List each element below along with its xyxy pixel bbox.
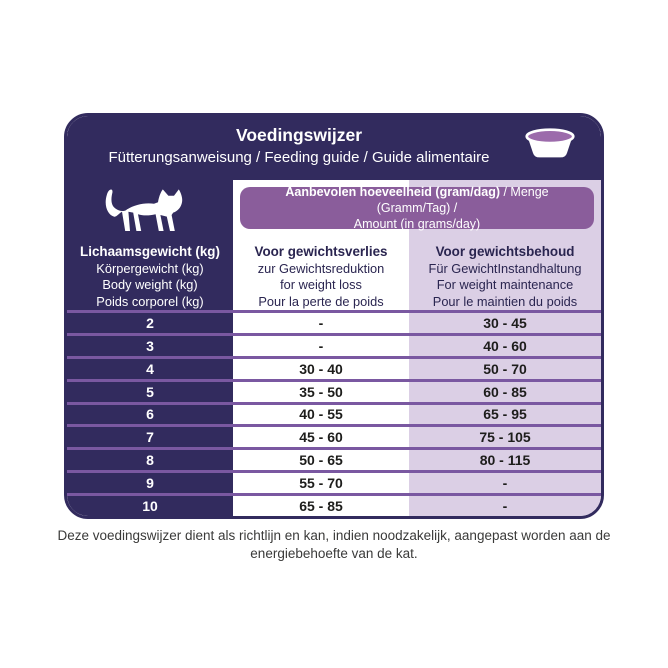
page-subtitle: Fütterungsanweisung / Feeding guide / Gu… [108,149,490,166]
weight-cell: 3 [67,332,233,356]
maintenance-cell: 75 - 105 [409,424,601,448]
maintenance-cell: 60 - 85 [409,378,601,402]
weight-cell: 10 [67,493,233,516]
loss-cell: - [233,310,409,333]
weight-cell: 2 [67,310,233,333]
header-band: Voedingswijzer Fütterungsanweisung / Fee… [67,116,601,180]
recommendation-pill-wrap: Aanbevolen hoeveelheid (gram/dag) / Meng… [233,180,601,240]
cat-cell [67,180,233,240]
loss-cell: - [233,332,409,356]
maintenance-cell: 80 - 115 [409,447,601,471]
loss-cell: 55 - 70 [233,470,409,494]
column-header-body-weight: Lichaamsgewicht (kg) Körpergewicht (kg) … [67,240,233,310]
weight-cell: 9 [67,470,233,494]
loss-cell: 40 - 55 [233,401,409,425]
column-header-weight-loss: Voor gewichtsverlies zur Gewichtsredukti… [233,240,409,310]
loss-cell: 30 - 40 [233,355,409,379]
weight-cell: 8 [67,447,233,471]
maintenance-cell: 65 - 95 [409,401,601,425]
maintenance-cell: 50 - 70 [409,355,601,379]
weight-cell: 5 [67,378,233,402]
weight-cell: 7 [67,424,233,448]
food-bowl-icon [525,128,575,158]
maintenance-cell: - [409,493,601,516]
loss-cell: 35 - 50 [233,378,409,402]
cat-silhouette-icon [105,189,183,231]
loss-cell: 50 - 65 [233,447,409,471]
guideline-note: Deze voedingswijzer dient als richtlijn … [57,528,611,562]
weight-cell: 4 [67,355,233,379]
page-title: Voedingswijzer [235,125,363,145]
column-header-weight-maintenance: Voor gewichtsbehoud Für GewichtInstandha… [409,240,601,310]
maintenance-cell: 40 - 60 [409,332,601,356]
weight-cell: 6 [67,401,233,425]
recommendation-pill: Aanbevolen hoeveelheid (gram/dag) / Meng… [240,185,594,231]
header-titles: Voedingswijzer Fütterungsanweisung / Fee… [67,123,531,166]
maintenance-cell: 30 - 45 [409,310,601,333]
recommendation-pill-text: Aanbevolen hoeveelheid (gram/dag) / Meng… [285,184,549,232]
loss-cell: 65 - 85 [233,493,409,516]
feeding-guide-card: Voedingswijzer Fütterungsanweisung / Fee… [64,113,604,519]
maintenance-cell: - [409,470,601,494]
loss-cell: 45 - 60 [233,424,409,448]
